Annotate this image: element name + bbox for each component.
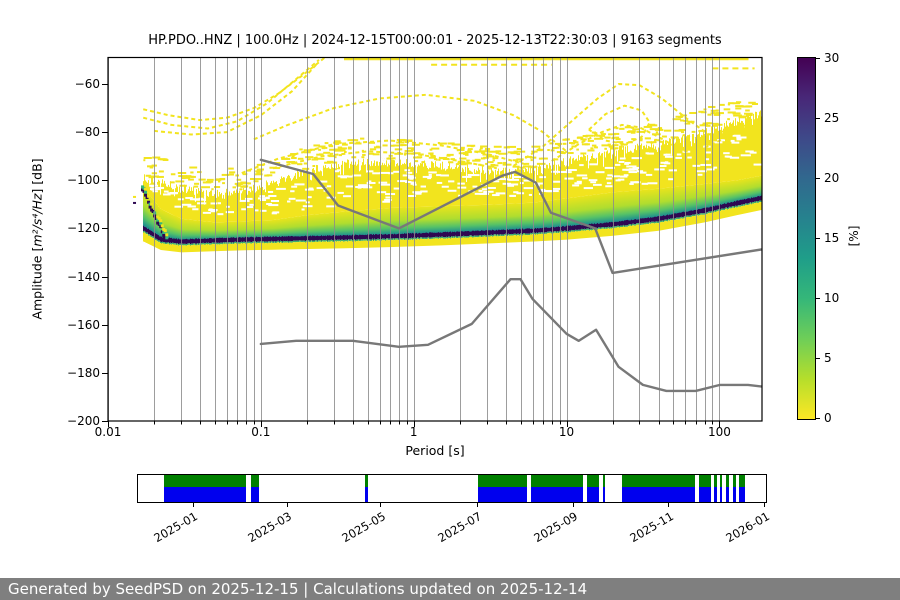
availability-segment [477, 475, 527, 502]
y-axis-label-units: m²/s⁴/Hz [29, 193, 45, 247]
colorbar-tick [816, 117, 820, 119]
availability-segment [622, 475, 696, 502]
x-axis-label: Period [s] [405, 443, 465, 458]
availability-tick [668, 503, 670, 507]
colorbar-tick-label: 20 [824, 171, 840, 185]
availability-segment [530, 475, 583, 502]
availability-tick [476, 503, 478, 507]
y-tick-label: −100 [67, 173, 100, 188]
x-tick-label: 1 [409, 425, 418, 439]
availability-segment [250, 475, 259, 502]
availability-segment [364, 475, 369, 502]
availability-segment [602, 475, 606, 502]
colorbar-gradient [798, 58, 815, 419]
x-tick-label: 0.01 [94, 425, 122, 439]
availability-segment [720, 475, 723, 502]
colorbar [797, 57, 816, 420]
x-tick-label: 100 [707, 425, 731, 439]
y-tick-label: −200 [67, 414, 100, 428]
y-tick-label: −180 [67, 365, 100, 380]
colorbar-tick [816, 297, 820, 299]
availability-tick [286, 503, 288, 507]
availability-segment [733, 475, 737, 502]
colorbar-tick-label: 0 [824, 411, 832, 425]
availability-tick [192, 503, 194, 507]
y-tick-label: −120 [67, 221, 100, 236]
availability-segment [586, 475, 599, 502]
availability-tick [572, 503, 574, 507]
y-tick-label: −160 [67, 317, 100, 332]
plot-title: HP.PDO..HNZ | 100.0Hz | 2024-12-15T00:00… [148, 33, 722, 48]
availability-segment [726, 475, 730, 502]
availability-tick [764, 503, 766, 507]
colorbar-tick [816, 417, 820, 419]
colorbar-tick-label: 5 [824, 351, 832, 365]
x-tick-label: 0.1 [251, 425, 271, 439]
colorbar-tick-label: 25 [824, 111, 840, 125]
availability-segment [163, 475, 246, 502]
colorbar-unit-label: [%] [847, 225, 861, 247]
availability-tick [380, 503, 382, 507]
availability-segment [714, 475, 718, 502]
availability-segment [739, 475, 746, 502]
x-tick-label: 10 [558, 425, 575, 439]
footer-text: Generated by SeedPSD on 2025-12-15 | Cal… [8, 580, 588, 598]
y-tick-label: −140 [67, 269, 100, 284]
colorbar-tick-label: 30 [824, 51, 840, 65]
colorbar-tick [816, 57, 820, 59]
colorbar-tick [816, 357, 820, 359]
availability-bar [137, 474, 767, 503]
colorbar-tick-label: 15 [824, 231, 840, 245]
footer-bar: Generated by SeedPSD on 2025-12-15 | Cal… [0, 578, 900, 600]
colorbar-tick [816, 177, 820, 179]
availability-segment [699, 475, 712, 502]
colorbar-tick-label: 10 [824, 291, 840, 305]
y-tick-label: −80 [74, 125, 100, 140]
y-tick-label: −60 [74, 76, 100, 91]
colorbar-tick [816, 237, 820, 239]
